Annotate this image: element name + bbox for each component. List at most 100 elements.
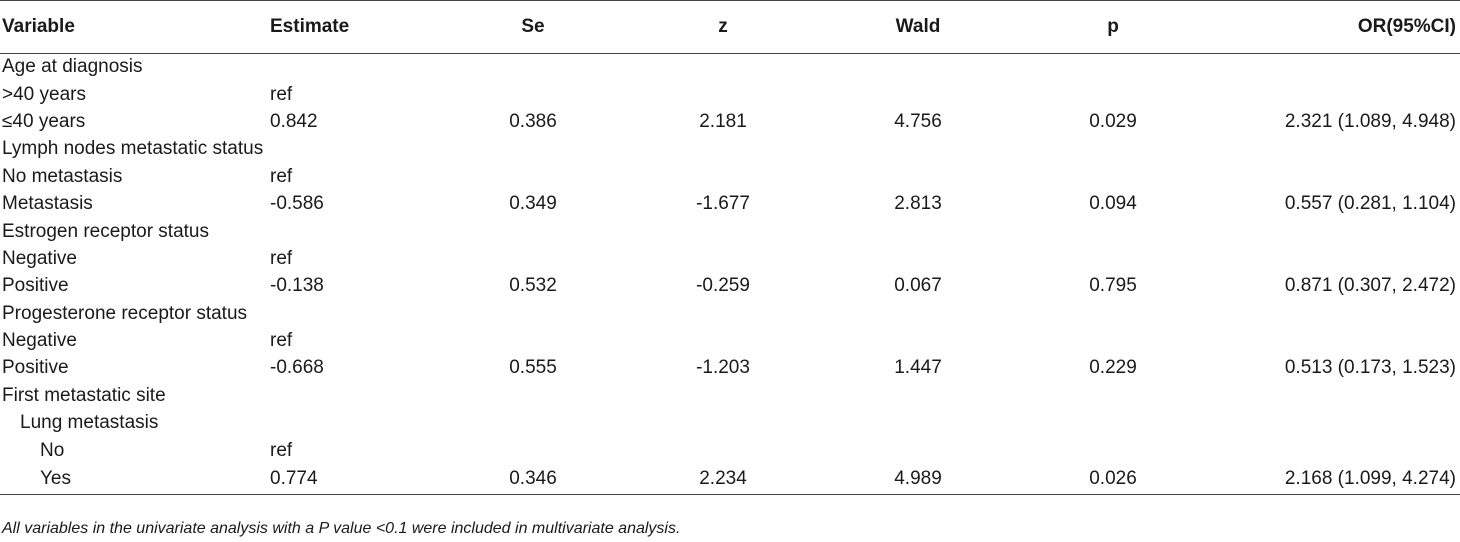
cell-variable: Lung metastasis	[20, 412, 159, 434]
table-row: Metastasis -0.586 0.349 -1.677 2.813 0.094 0.5…	[0, 190, 1460, 217]
cell-estimate	[268, 410, 438, 437]
cell-estimate: 0.842	[270, 110, 318, 132]
cell-estimate	[268, 300, 438, 327]
cell-wald	[818, 245, 1018, 272]
table-row: >40 years ref	[0, 81, 1460, 108]
table-row: Positive -0.138 0.532 -0.259 0.067 0.795 0.871…	[0, 273, 1460, 300]
table-header: Variable Estimate Se z Wald p OR(95%CI)	[0, 0, 1460, 54]
cell-se: 0.532	[509, 275, 557, 297]
cell-se	[438, 163, 628, 190]
table-row: Lymph nodes metastatic status	[0, 136, 1460, 163]
cell-z: 2.181	[699, 110, 747, 132]
cell-se: 0.346	[438, 464, 628, 495]
cell-estimate: -0.668	[270, 357, 324, 379]
table-row: No ref	[0, 437, 1460, 464]
cell-se	[438, 54, 628, 81]
cell-estimate: ref	[270, 247, 293, 269]
cell-z	[628, 410, 818, 437]
table-row: First metastatic site	[0, 382, 1460, 409]
cell-wald: 4.756	[894, 110, 942, 132]
table-body: Age at diagnosis >40 years ref ≤40 years 0.8…	[0, 54, 1460, 495]
cell-z	[628, 300, 818, 327]
cell-se	[438, 245, 628, 272]
cell-se	[438, 218, 628, 245]
cell-p	[1018, 245, 1208, 272]
table-row: Positive -0.668 0.555 -1.203 1.447 0.229 0.513…	[0, 355, 1460, 382]
table-row: ≤40 years 0.842 0.386 2.181 4.756 0.029 2.321 …	[0, 108, 1460, 135]
cell-wald	[818, 54, 1018, 81]
cell-estimate: ref	[270, 330, 293, 352]
cell-p: 0.026	[1018, 464, 1208, 495]
cell-z	[628, 54, 818, 81]
header-se: Se	[438, 0, 628, 54]
cell-estimate	[268, 382, 438, 409]
cell-wald	[818, 437, 1018, 464]
cell-variable: Positive	[2, 275, 69, 297]
cell-wald	[818, 163, 1018, 190]
cell-wald: 2.813	[894, 193, 942, 215]
cell-p: 0.094	[1089, 193, 1137, 215]
cell-wald: 1.447	[894, 357, 942, 379]
cell-se	[438, 136, 628, 163]
cell-z	[628, 327, 818, 354]
cell-se: 0.555	[509, 357, 557, 379]
cell-estimate: 0.774	[268, 464, 438, 495]
cell-p	[1018, 54, 1208, 81]
cell-z	[628, 81, 818, 108]
cell-variable: Yes	[0, 464, 268, 495]
cell-or	[1208, 54, 1460, 81]
cell-or	[1208, 410, 1460, 437]
cell-or: 2.321 (1.089, 4.948)	[1284, 110, 1456, 132]
cell-variable: Progesterone receptor status	[2, 302, 248, 324]
cell-variable: No metastasis	[2, 165, 123, 187]
header-or: OR(95%CI)	[1208, 0, 1460, 54]
cell-estimate	[268, 54, 438, 81]
cell-or	[1208, 81, 1460, 108]
table-row: Lung metastasis	[0, 410, 1460, 437]
cell-variable: Metastasis	[2, 193, 93, 215]
cell-variable: Estrogen receptor status	[2, 220, 209, 242]
cell-se: 0.349	[509, 193, 557, 215]
cell-p	[1018, 382, 1208, 409]
cell-variable: Negative	[2, 330, 77, 352]
cell-p: 0.795	[1089, 275, 1137, 297]
cell-or	[1208, 136, 1460, 163]
cell-z	[628, 382, 818, 409]
cell-variable: >40 years	[2, 83, 86, 105]
cell-wald: 4.989	[818, 464, 1018, 495]
cell-wald	[818, 327, 1018, 354]
cell-p	[1018, 300, 1208, 327]
cell-p	[1018, 163, 1208, 190]
cell-wald	[818, 300, 1018, 327]
cell-estimate: -0.586	[270, 193, 324, 215]
cell-or: 0.513 (0.173, 1.523)	[1284, 357, 1456, 379]
cell-or	[1208, 437, 1460, 464]
header-p: p	[1018, 0, 1208, 54]
cell-z	[628, 218, 818, 245]
cell-wald	[818, 218, 1018, 245]
cell-z: 2.234	[628, 464, 818, 495]
table-row: Negative ref	[0, 327, 1460, 354]
cell-variable: No	[40, 439, 65, 461]
cell-wald	[818, 136, 1018, 163]
cell-or: 0.557 (0.281, 1.104)	[1284, 193, 1456, 215]
cell-p	[1018, 81, 1208, 108]
cell-p	[1018, 218, 1208, 245]
cell-or	[1208, 218, 1460, 245]
cell-z: -1.677	[696, 193, 750, 215]
cell-or	[1208, 163, 1460, 190]
cell-estimate: ref	[270, 165, 293, 187]
cell-z	[628, 245, 818, 272]
cell-wald	[818, 382, 1018, 409]
header-variable: Variable	[0, 0, 268, 54]
cell-or: 0.871 (0.307, 2.472)	[1284, 275, 1456, 297]
cell-variable: ≤40 years	[2, 110, 86, 132]
cell-p: 0.229	[1089, 357, 1137, 379]
table-row: Estrogen receptor status	[0, 218, 1460, 245]
cell-p	[1018, 437, 1208, 464]
cell-or	[1208, 327, 1460, 354]
table-row: Negative ref	[0, 245, 1460, 272]
cell-wald	[818, 81, 1018, 108]
cell-p	[1018, 136, 1208, 163]
cell-or	[1208, 245, 1460, 272]
